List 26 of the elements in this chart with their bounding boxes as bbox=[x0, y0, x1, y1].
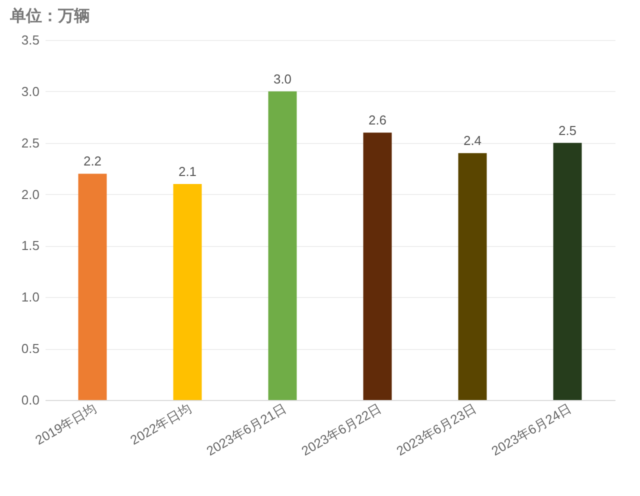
y-tick-label: 3.0 bbox=[21, 84, 40, 99]
y-tick-label: 0.5 bbox=[21, 341, 40, 356]
data-label: 2.4 bbox=[463, 133, 482, 148]
y-tick-label: 2.5 bbox=[21, 135, 40, 150]
bar bbox=[268, 91, 297, 400]
data-label: 3.0 bbox=[273, 71, 292, 86]
y-tick-label: 1.5 bbox=[21, 238, 40, 254]
bar bbox=[363, 132, 392, 400]
y-tick-label: 3.5 bbox=[21, 32, 40, 48]
y-tick-label: 1.0 bbox=[21, 290, 40, 305]
data-label: 2.5 bbox=[558, 122, 577, 138]
x-tick-label: 2023年6月24日 bbox=[488, 400, 574, 459]
bar bbox=[458, 153, 487, 400]
y-tick-label: 0.0 bbox=[21, 392, 40, 408]
data-label: 2.1 bbox=[178, 164, 197, 179]
bar bbox=[78, 174, 107, 400]
x-tick-label: 2022年日均 bbox=[128, 400, 194, 448]
y-tick-label: 2.0 bbox=[21, 186, 40, 202]
bar bbox=[553, 142, 582, 400]
data-label: 2.6 bbox=[368, 112, 387, 128]
x-tick-label: 2023年6月23日 bbox=[394, 400, 479, 459]
chart-title: 单位：万辆 bbox=[9, 7, 90, 25]
x-tick-label: 2023年6月21日 bbox=[204, 400, 289, 459]
data-label: 2.2 bbox=[83, 154, 102, 169]
x-tick-label: 2023年6月22日 bbox=[298, 400, 384, 459]
bar bbox=[173, 184, 202, 400]
